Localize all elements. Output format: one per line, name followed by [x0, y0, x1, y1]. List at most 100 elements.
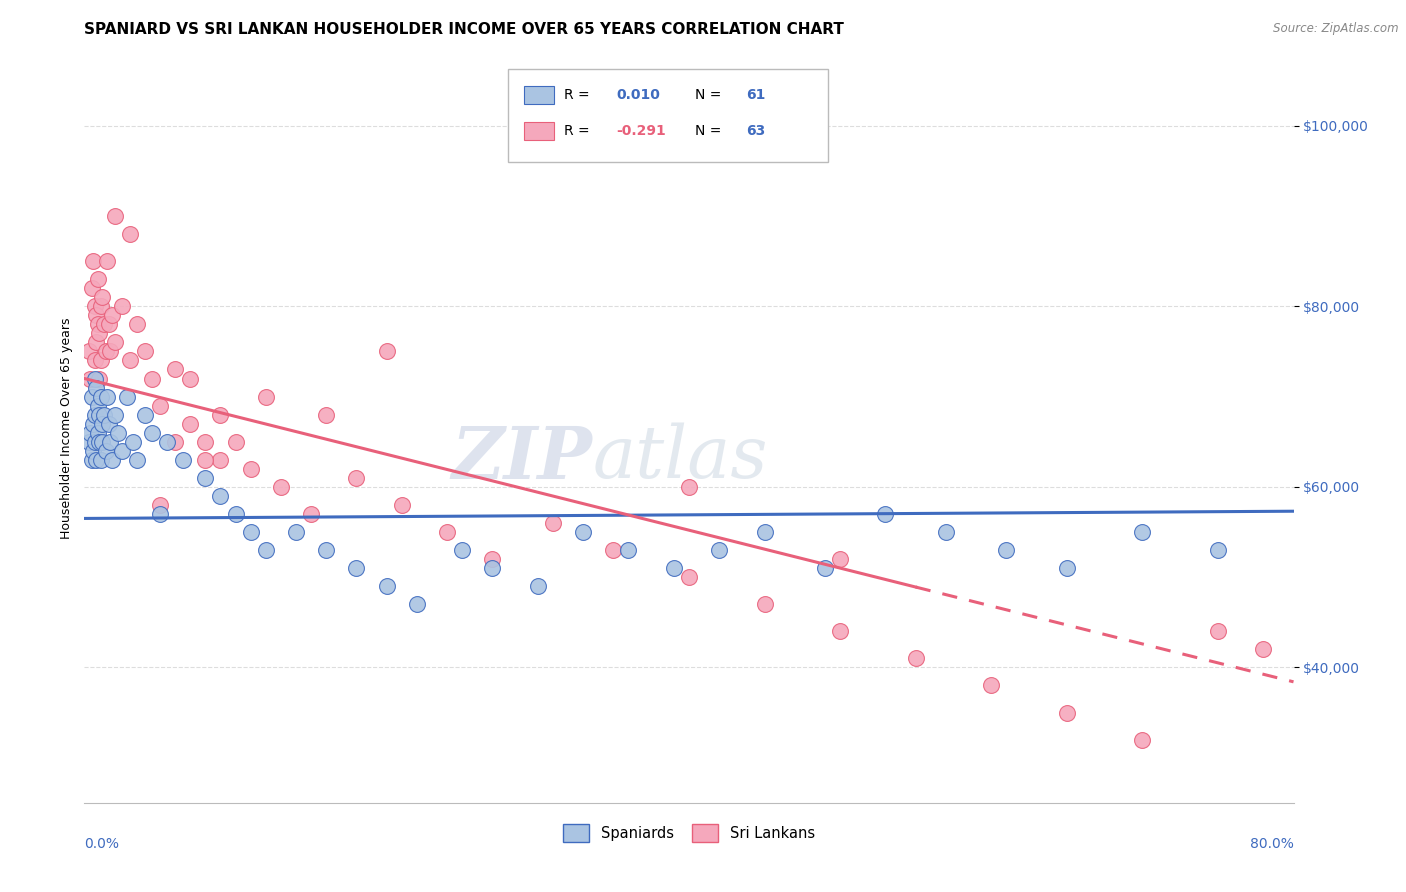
Point [80, 390, 103, 404]
Point [89, 408, 111, 422]
Point [90, 390, 112, 404]
Point [98, 344, 121, 359]
Point [875, 507, 897, 521]
Point [179, 417, 201, 431]
Point [709, 543, 731, 558]
Text: 63: 63 [745, 124, 765, 137]
Point [270, 480, 292, 494]
Legend: Spaniards, Sri Lankans: Spaniards, Sri Lankans [557, 819, 821, 848]
Point [118, 227, 141, 241]
Point [89, 371, 111, 385]
Point [121, 434, 143, 449]
Point [80, 452, 103, 467]
Point [254, 543, 277, 558]
Point [527, 579, 550, 593]
Point [149, 498, 172, 512]
Point [1056, 706, 1078, 720]
Point [94, 443, 117, 458]
Text: SPANIARD VS SRI LANKAN HOUSEHOLDER INCOME OVER 65 YEARS CORRELATION CHART: SPANIARD VS SRI LANKAN HOUSEHOLDER INCOM… [84, 22, 844, 37]
Text: R =: R = [564, 87, 595, 102]
Point [82, 443, 104, 458]
Point [194, 452, 217, 467]
Point [436, 524, 458, 539]
Point [127, 452, 149, 467]
Point [91, 417, 114, 431]
Point [980, 678, 1002, 692]
Point [541, 516, 564, 530]
Point [149, 399, 172, 413]
Point [572, 524, 595, 539]
Point [86, 452, 108, 467]
Point [84, 353, 107, 368]
Text: Source: ZipAtlas.com: Source: ZipAtlas.com [1274, 22, 1399, 36]
Point [1056, 561, 1078, 575]
FancyBboxPatch shape [508, 69, 828, 162]
Point [87, 272, 110, 286]
Point [98, 434, 121, 449]
Point [209, 452, 232, 467]
Point [346, 561, 368, 575]
Text: -0.291: -0.291 [616, 124, 666, 137]
Point [830, 624, 852, 639]
Point [90, 452, 112, 467]
Point [134, 344, 156, 359]
Point [678, 570, 700, 584]
Point [346, 471, 368, 485]
Point [935, 524, 957, 539]
Point [254, 390, 277, 404]
Point [285, 524, 308, 539]
Point [1130, 524, 1153, 539]
Point [79, 425, 101, 440]
Point [89, 326, 111, 341]
Point [90, 353, 112, 368]
Point [315, 543, 337, 558]
Point [134, 408, 156, 422]
FancyBboxPatch shape [524, 121, 554, 140]
Point [754, 597, 776, 611]
Point [617, 543, 640, 558]
Point [1206, 624, 1229, 639]
Point [1206, 543, 1229, 558]
Point [315, 408, 337, 422]
Text: ZIP: ZIP [451, 423, 592, 493]
Point [100, 308, 122, 322]
Point [602, 543, 624, 558]
Text: 61: 61 [745, 87, 765, 102]
Point [104, 408, 127, 422]
Text: 0.0%: 0.0% [84, 837, 120, 850]
Point [225, 434, 247, 449]
Point [97, 318, 120, 332]
Point [84, 434, 107, 449]
FancyBboxPatch shape [524, 86, 554, 103]
Point [156, 434, 179, 449]
Point [225, 507, 247, 521]
Point [87, 399, 110, 413]
Point [299, 507, 322, 521]
Point [100, 452, 122, 467]
Point [375, 344, 398, 359]
Point [194, 434, 217, 449]
Point [97, 417, 120, 431]
Point [481, 561, 503, 575]
Point [93, 408, 115, 422]
Point [149, 507, 172, 521]
Point [209, 408, 232, 422]
Point [904, 651, 927, 665]
Point [104, 209, 127, 223]
Point [82, 254, 104, 268]
Point [104, 335, 127, 350]
Point [239, 462, 262, 476]
Y-axis label: Householder Income Over 65 years: Householder Income Over 65 years [60, 318, 73, 539]
Point [94, 344, 117, 359]
Point [209, 489, 232, 503]
Point [172, 452, 194, 467]
Point [165, 362, 187, 376]
Point [93, 318, 115, 332]
Point [86, 308, 108, 322]
Point [118, 353, 141, 368]
Point [481, 552, 503, 566]
Point [194, 471, 217, 485]
Point [127, 318, 149, 332]
Point [1130, 732, 1153, 747]
Text: atlas: atlas [592, 423, 768, 493]
